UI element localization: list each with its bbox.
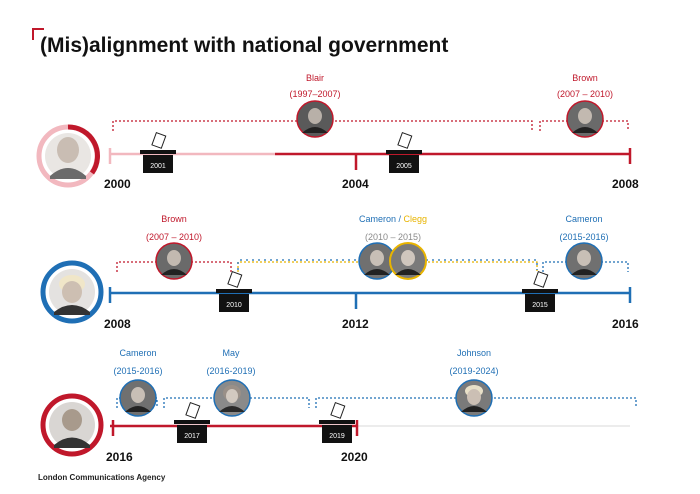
government-name-coalition: Cameron / Clegg: [359, 214, 427, 224]
government-period: (1997–2007): [289, 89, 340, 99]
government-period: (2019-2024): [449, 366, 498, 376]
government-bracket-brown: [116, 261, 232, 272]
ballot-box-icon: 2001: [140, 132, 176, 173]
government-name: Johnson: [457, 348, 491, 358]
government-period: (2007 – 2010): [557, 89, 613, 99]
timeline-row-sadiq-khan: 2016 2020 2017 2019 Cameron (2015-2016) …: [40, 348, 637, 464]
government-period: (2016-2019): [206, 366, 255, 376]
timeline-row-livingstone: 2000 2004 2008 2001 2005 Blair (1997–200…: [36, 73, 639, 191]
mayor-portrait-sadiq-khan: [40, 393, 104, 457]
election-year-label: 2001: [150, 163, 166, 170]
government-bracket-may: [163, 397, 310, 408]
year-label: 2004: [342, 177, 369, 191]
government-name: Brown: [161, 214, 187, 224]
government-bracket-coalition-con: [237, 259, 538, 270]
year-label: 2008: [612, 177, 639, 191]
ballot-box-icon: 2015: [522, 271, 558, 312]
ballot-box-icon: 2010: [216, 271, 252, 312]
pm-portrait-brown: [566, 100, 604, 138]
pm-portrait-cameron: [565, 242, 603, 280]
ballot-box-icon: 2019: [319, 402, 355, 443]
government-name: Brown: [572, 73, 598, 83]
year-label: 2000: [104, 177, 131, 191]
year-label: 2016: [106, 450, 133, 464]
government-name: Blair: [306, 73, 324, 83]
mayor-portrait-livingstone: [36, 124, 100, 188]
pm-portrait-may: [213, 379, 251, 417]
election-year-label: 2005: [396, 163, 412, 170]
pm-portrait-cameron: [119, 379, 157, 417]
government-period: (2015-2016): [113, 366, 162, 376]
timeline-row-boris-johnson: 2008 2012 2016 2010 2015 Brown (2007 – 2…: [40, 214, 639, 331]
government-name-separator: /: [396, 214, 404, 224]
year-label: 2008: [104, 317, 131, 331]
government-bracket-blair: [112, 120, 533, 131]
government-period: (2007 – 2010): [146, 232, 202, 242]
pm-portrait-blair: [296, 100, 334, 138]
election-year-label: 2015: [532, 302, 548, 309]
footer-credit: London Communications Agency: [38, 473, 166, 482]
year-label: 2012: [342, 317, 369, 331]
government-period: (2015-2016): [559, 232, 608, 242]
mayor-portrait-boris-johnson: [40, 260, 104, 324]
ballot-box-icon: 2005: [386, 132, 422, 173]
pm-portrait-johnson: [455, 379, 493, 417]
government-period: (2010 – 2015): [365, 232, 421, 242]
election-year-label: 2019: [329, 433, 345, 440]
corner-bracket-decoration: [32, 28, 44, 40]
government-bracket-coalition-libdem: [237, 261, 538, 272]
year-label: 2020: [341, 450, 368, 464]
pm-portrait-brown: [155, 242, 193, 280]
government-name: Cameron: [565, 214, 602, 224]
government-name: Cameron: [119, 348, 156, 358]
government-name: Cameron: [359, 214, 396, 224]
ballot-box-icon: 2017: [174, 402, 210, 443]
pm-portrait-cameron: [358, 242, 396, 280]
election-year-label: 2017: [184, 433, 200, 440]
government-name-partner: Clegg: [404, 214, 428, 224]
election-year-label: 2010: [226, 302, 242, 309]
government-name: May: [222, 348, 240, 358]
pm-portrait-clegg: [389, 242, 427, 280]
year-label: 2016: [612, 317, 639, 331]
page-title: (Mis)alignment with national government: [40, 34, 449, 57]
